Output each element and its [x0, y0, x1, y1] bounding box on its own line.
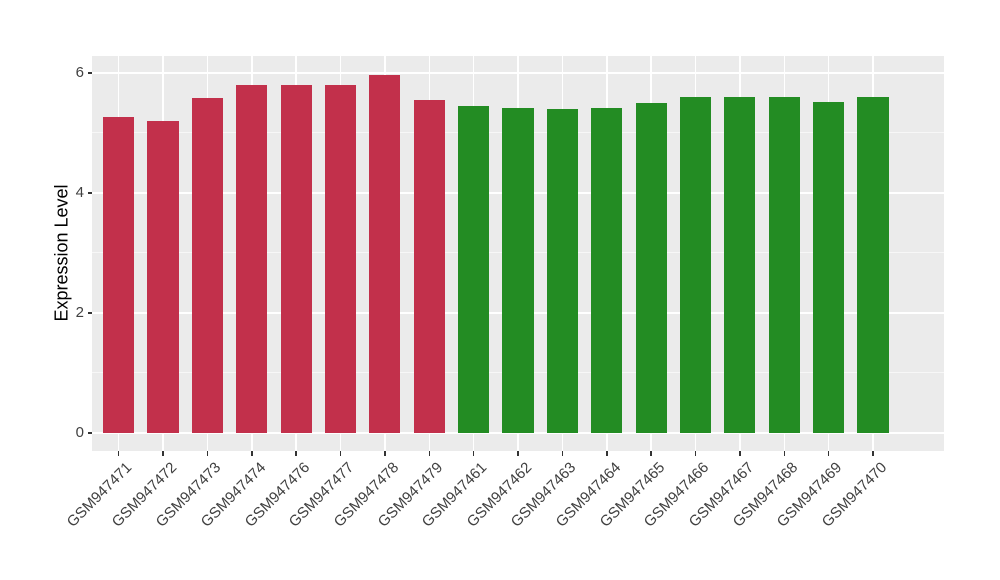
bar-GSM947468 [768, 96, 800, 433]
major-gridline [92, 72, 944, 74]
bar-GSM947467 [724, 97, 756, 433]
bar-GSM947463 [546, 109, 578, 433]
y-tick-mark [87, 72, 92, 74]
bar-GSM947469 [813, 102, 845, 433]
y-tick-label: 0 [75, 423, 84, 441]
bar-GSM947466 [679, 96, 712, 433]
major-gridline [92, 432, 944, 434]
y-tick-label: 2 [75, 303, 84, 321]
x-tick-mark [384, 451, 386, 456]
x-tick-mark [472, 451, 475, 456]
x-tick-mark [206, 451, 209, 456]
bar-GSM947473 [191, 98, 223, 433]
x-tick-mark [162, 451, 164, 456]
x-tick-mark [739, 451, 741, 456]
bar-GSM947462 [502, 107, 534, 433]
bar-GSM947479 [413, 100, 445, 433]
x-tick-mark [872, 451, 874, 456]
y-tick-mark [87, 192, 92, 194]
y-axis-title: Expression Level [51, 184, 72, 322]
x-tick-mark [339, 451, 342, 456]
bar-GSM947471 [103, 117, 135, 433]
y-tick-mark [87, 312, 92, 314]
plot-panel [92, 56, 944, 451]
bar-GSM947465 [635, 103, 667, 433]
y-tick-mark [87, 432, 92, 434]
x-tick-mark [428, 451, 430, 456]
bar-GSM947461 [458, 105, 490, 433]
bar-GSM947464 [591, 107, 623, 433]
bar-GSM947472 [147, 120, 179, 433]
bar-GSM947476 [280, 85, 312, 433]
x-tick-mark [117, 451, 120, 456]
x-tick-mark [517, 451, 519, 456]
x-tick-mark [606, 451, 608, 456]
bar-GSM947470 [857, 97, 889, 433]
bar-GSM947474 [236, 85, 268, 433]
x-tick-mark [295, 451, 297, 456]
x-tick-mark [783, 451, 785, 456]
y-tick-label: 6 [75, 63, 84, 81]
x-tick-mark [650, 451, 652, 456]
bar-GSM947478 [369, 74, 401, 433]
x-tick-mark [251, 451, 253, 456]
bar-GSM947477 [324, 85, 357, 433]
y-tick-label: 4 [75, 183, 84, 201]
x-tick-mark [827, 451, 830, 456]
x-tick-mark [561, 451, 564, 456]
x-tick-mark [694, 451, 697, 456]
